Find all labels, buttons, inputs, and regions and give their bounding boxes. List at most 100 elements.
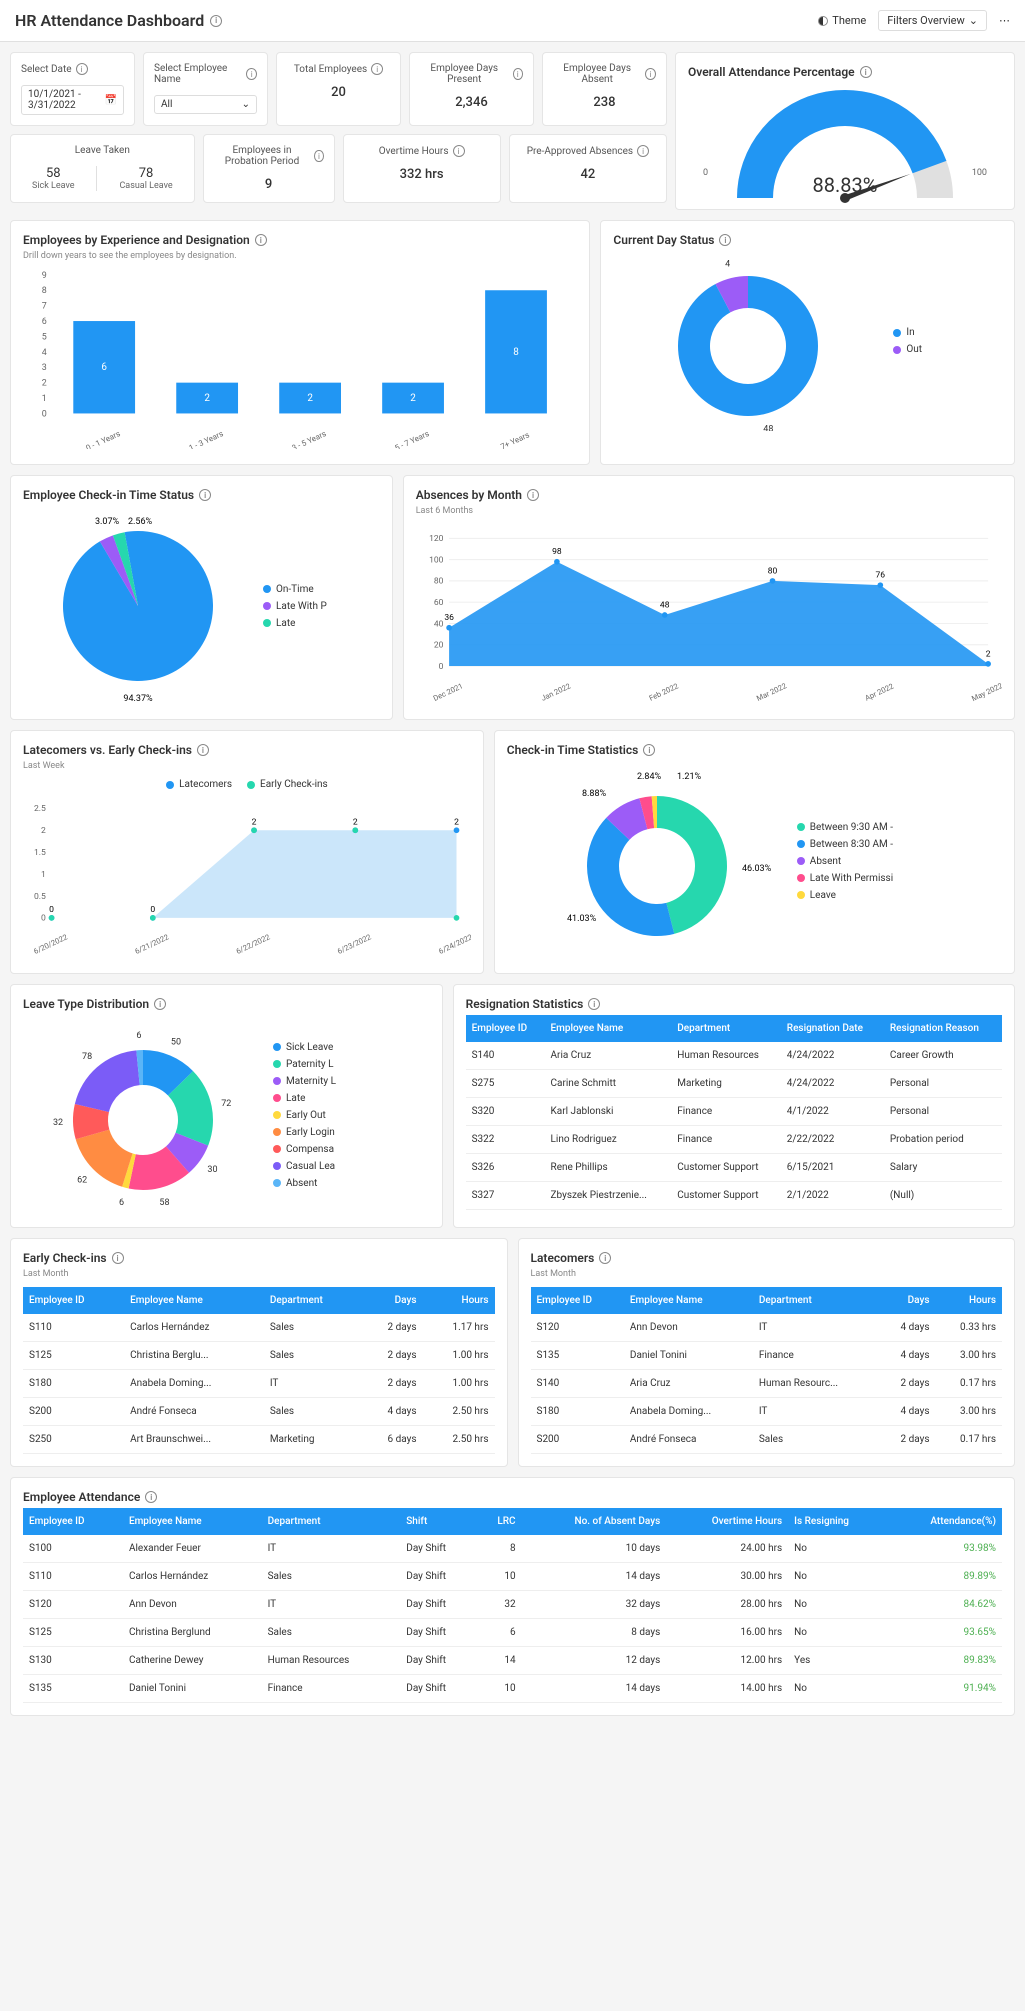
info-icon[interactable]: i — [453, 145, 465, 157]
table-row[interactable]: S326Rene PhillipsCustomer Support6/15/20… — [466, 1154, 1002, 1182]
table-header[interactable]: Hours — [936, 1287, 1002, 1314]
table-header[interactable]: Is Resigning — [788, 1508, 887, 1535]
table-row[interactable]: S110Carlos HernándezSalesDay Shift1014 d… — [23, 1563, 1002, 1591]
info-icon[interactable]: i — [719, 234, 731, 246]
table-row[interactable]: S327Zbyszek Piestrzenie...Customer Suppo… — [466, 1182, 1002, 1210]
legend-item[interactable]: Absent — [273, 1178, 336, 1189]
table-row[interactable]: S130Catherine DeweyHuman ResourcesDay Sh… — [23, 1647, 1002, 1675]
table-row[interactable]: S322Lino RodriguezFinance2/22/2022Probat… — [466, 1126, 1002, 1154]
info-icon[interactable]: i — [246, 68, 257, 80]
info-icon[interactable]: i — [145, 1491, 157, 1503]
legend-item[interactable]: Paternity L — [273, 1059, 336, 1070]
legend-item[interactable]: Leave — [797, 890, 893, 901]
legend-item[interactable]: Early Out — [273, 1110, 336, 1121]
legend-item[interactable]: Late — [273, 1093, 336, 1104]
info-icon[interactable]: i — [314, 150, 323, 162]
legend-item[interactable]: Between 9:30 AM - — [797, 822, 893, 833]
table-header[interactable]: Resignation Reason — [884, 1015, 1002, 1042]
table-header[interactable]: Overtime Hours — [666, 1508, 788, 1535]
legend-item[interactable]: Maternity L — [273, 1076, 336, 1087]
info-icon[interactable]: i — [199, 489, 211, 501]
table-row[interactable]: S250Art Braunschwei...Marketing6 days2.5… — [23, 1426, 495, 1454]
table-header[interactable]: Department — [753, 1287, 879, 1314]
legend-item[interactable]: Sick Leave — [273, 1042, 336, 1053]
svg-text:6: 6 — [101, 362, 107, 373]
table-row[interactable]: S180Anabela Doming...IT2 days1.00 hrs — [23, 1370, 495, 1398]
legend-item[interactable]: Late With Permissi — [797, 873, 893, 884]
table-header[interactable]: Department — [264, 1287, 361, 1314]
info-icon[interactable]: i — [154, 998, 166, 1010]
table-header[interactable]: Attendance(%) — [887, 1508, 1002, 1535]
legend-item[interactable]: In — [893, 327, 922, 338]
svg-text:3.07%: 3.07% — [95, 517, 120, 527]
legend-item[interactable]: Casual Lea — [273, 1161, 336, 1172]
table-header[interactable]: Days — [361, 1287, 422, 1314]
table-header[interactable]: Employee Name — [123, 1508, 262, 1535]
table-row[interactable]: S135Daniel ToniniFinanceDay Shift1014 da… — [23, 1675, 1002, 1703]
employee-select[interactable]: All⌄ — [154, 95, 257, 114]
table-header[interactable]: Employee ID — [466, 1015, 545, 1042]
info-icon[interactable]: i — [527, 489, 539, 501]
more-menu[interactable]: ⋯ — [999, 14, 1010, 27]
info-icon[interactable]: i — [112, 1252, 124, 1264]
table-header[interactable]: Department — [262, 1508, 401, 1535]
info-icon[interactable]: i — [645, 68, 656, 80]
info-icon[interactable]: i — [197, 744, 209, 756]
info-icon[interactable]: i — [637, 145, 649, 157]
theme-toggle[interactable]: Theme — [818, 14, 866, 27]
table-row[interactable]: S120Ann DevonITDay Shift3232 days28.00 h… — [23, 1591, 1002, 1619]
table-header[interactable]: Employee ID — [23, 1287, 124, 1314]
table-row[interactable]: S125Christina BerglundSalesDay Shift68 d… — [23, 1619, 1002, 1647]
table-header[interactable]: Employee Name — [545, 1015, 672, 1042]
info-icon[interactable]: i — [210, 15, 222, 27]
info-icon[interactable]: i — [255, 234, 267, 246]
table-header[interactable]: Hours — [423, 1287, 495, 1314]
filters-overview-button[interactable]: Filters Overview ⌄ — [878, 10, 987, 31]
table-row[interactable]: S275Carine SchmittMarketing4/24/2022Pers… — [466, 1070, 1002, 1098]
table-header[interactable]: Employee ID — [23, 1508, 123, 1535]
table-header[interactable]: Employee Name — [624, 1287, 753, 1314]
legend-item[interactable]: Absent — [797, 856, 893, 867]
info-icon[interactable]: i — [588, 998, 600, 1010]
table-header[interactable]: Employee Name — [124, 1287, 264, 1314]
table-row[interactable]: S180Anabela Doming...IT4 days3.00 hrs — [531, 1398, 1003, 1426]
legend-item[interactable]: Out — [893, 344, 922, 355]
date-range-select[interactable]: 10/1/2021 - 3/31/2022📅 — [21, 85, 124, 115]
table-row[interactable]: S140Aria CruzHuman Resourc...2 days0.17 … — [531, 1370, 1003, 1398]
table-header[interactable]: No. of Absent Days — [522, 1508, 667, 1535]
table-header[interactable]: Resignation Date — [781, 1015, 884, 1042]
legend-item[interactable]: Between 8:30 AM - — [797, 839, 893, 850]
legend-item[interactable]: Late — [263, 618, 327, 629]
table-header[interactable]: Employee ID — [531, 1287, 624, 1314]
kpi-days-absent: Employee Days Absenti 238 — [542, 52, 667, 126]
svg-text:2.5: 2.5 — [34, 804, 46, 814]
legend-item[interactable]: Late With P — [263, 601, 327, 612]
legend-item[interactable]: Latecomers — [166, 779, 232, 790]
info-icon[interactable]: i — [643, 744, 655, 756]
table-header[interactable]: Shift — [400, 1508, 477, 1535]
info-icon[interactable]: i — [76, 63, 88, 75]
table-header[interactable]: Days — [879, 1287, 936, 1314]
table-row[interactable]: S100Alexander FeuerITDay Shift810 days24… — [23, 1535, 1002, 1563]
svg-text:2: 2 — [42, 379, 47, 389]
info-icon[interactable]: i — [860, 66, 872, 78]
table-row[interactable]: S125Christina Berglu...Sales2 days1.00 h… — [23, 1342, 495, 1370]
table-row[interactable]: S135Daniel ToniniFinance4 days3.00 hrs — [531, 1342, 1003, 1370]
svg-text:4: 4 — [42, 348, 47, 358]
legend-item[interactable]: On-Time — [263, 584, 327, 595]
info-icon[interactable]: i — [599, 1252, 611, 1264]
svg-text:5 - 7 Years: 5 - 7 Years — [393, 429, 430, 449]
info-icon[interactable]: i — [513, 68, 523, 80]
table-row[interactable]: S110Carlos HernándezSales2 days1.17 hrs — [23, 1314, 495, 1342]
table-row[interactable]: S200André FonsecaSales2 days0.17 hrs — [531, 1426, 1003, 1454]
table-row[interactable]: S140Aria CruzHuman Resources4/24/2022Car… — [466, 1042, 1002, 1070]
table-row[interactable]: S200André FonsecaSales4 days2.50 hrs — [23, 1398, 495, 1426]
legend-item[interactable]: Early Check-ins — [247, 779, 328, 790]
table-header[interactable]: LRC — [477, 1508, 522, 1535]
info-icon[interactable]: i — [371, 63, 383, 75]
legend-item[interactable]: Compensa — [273, 1144, 336, 1155]
table-row[interactable]: S320Karl JablonskiFinance4/1/2022Persona… — [466, 1098, 1002, 1126]
table-header[interactable]: Department — [671, 1015, 781, 1042]
legend-item[interactable]: Early Login — [273, 1127, 336, 1138]
table-row[interactable]: S120Ann DevonIT4 days0.33 hrs — [531, 1314, 1003, 1342]
